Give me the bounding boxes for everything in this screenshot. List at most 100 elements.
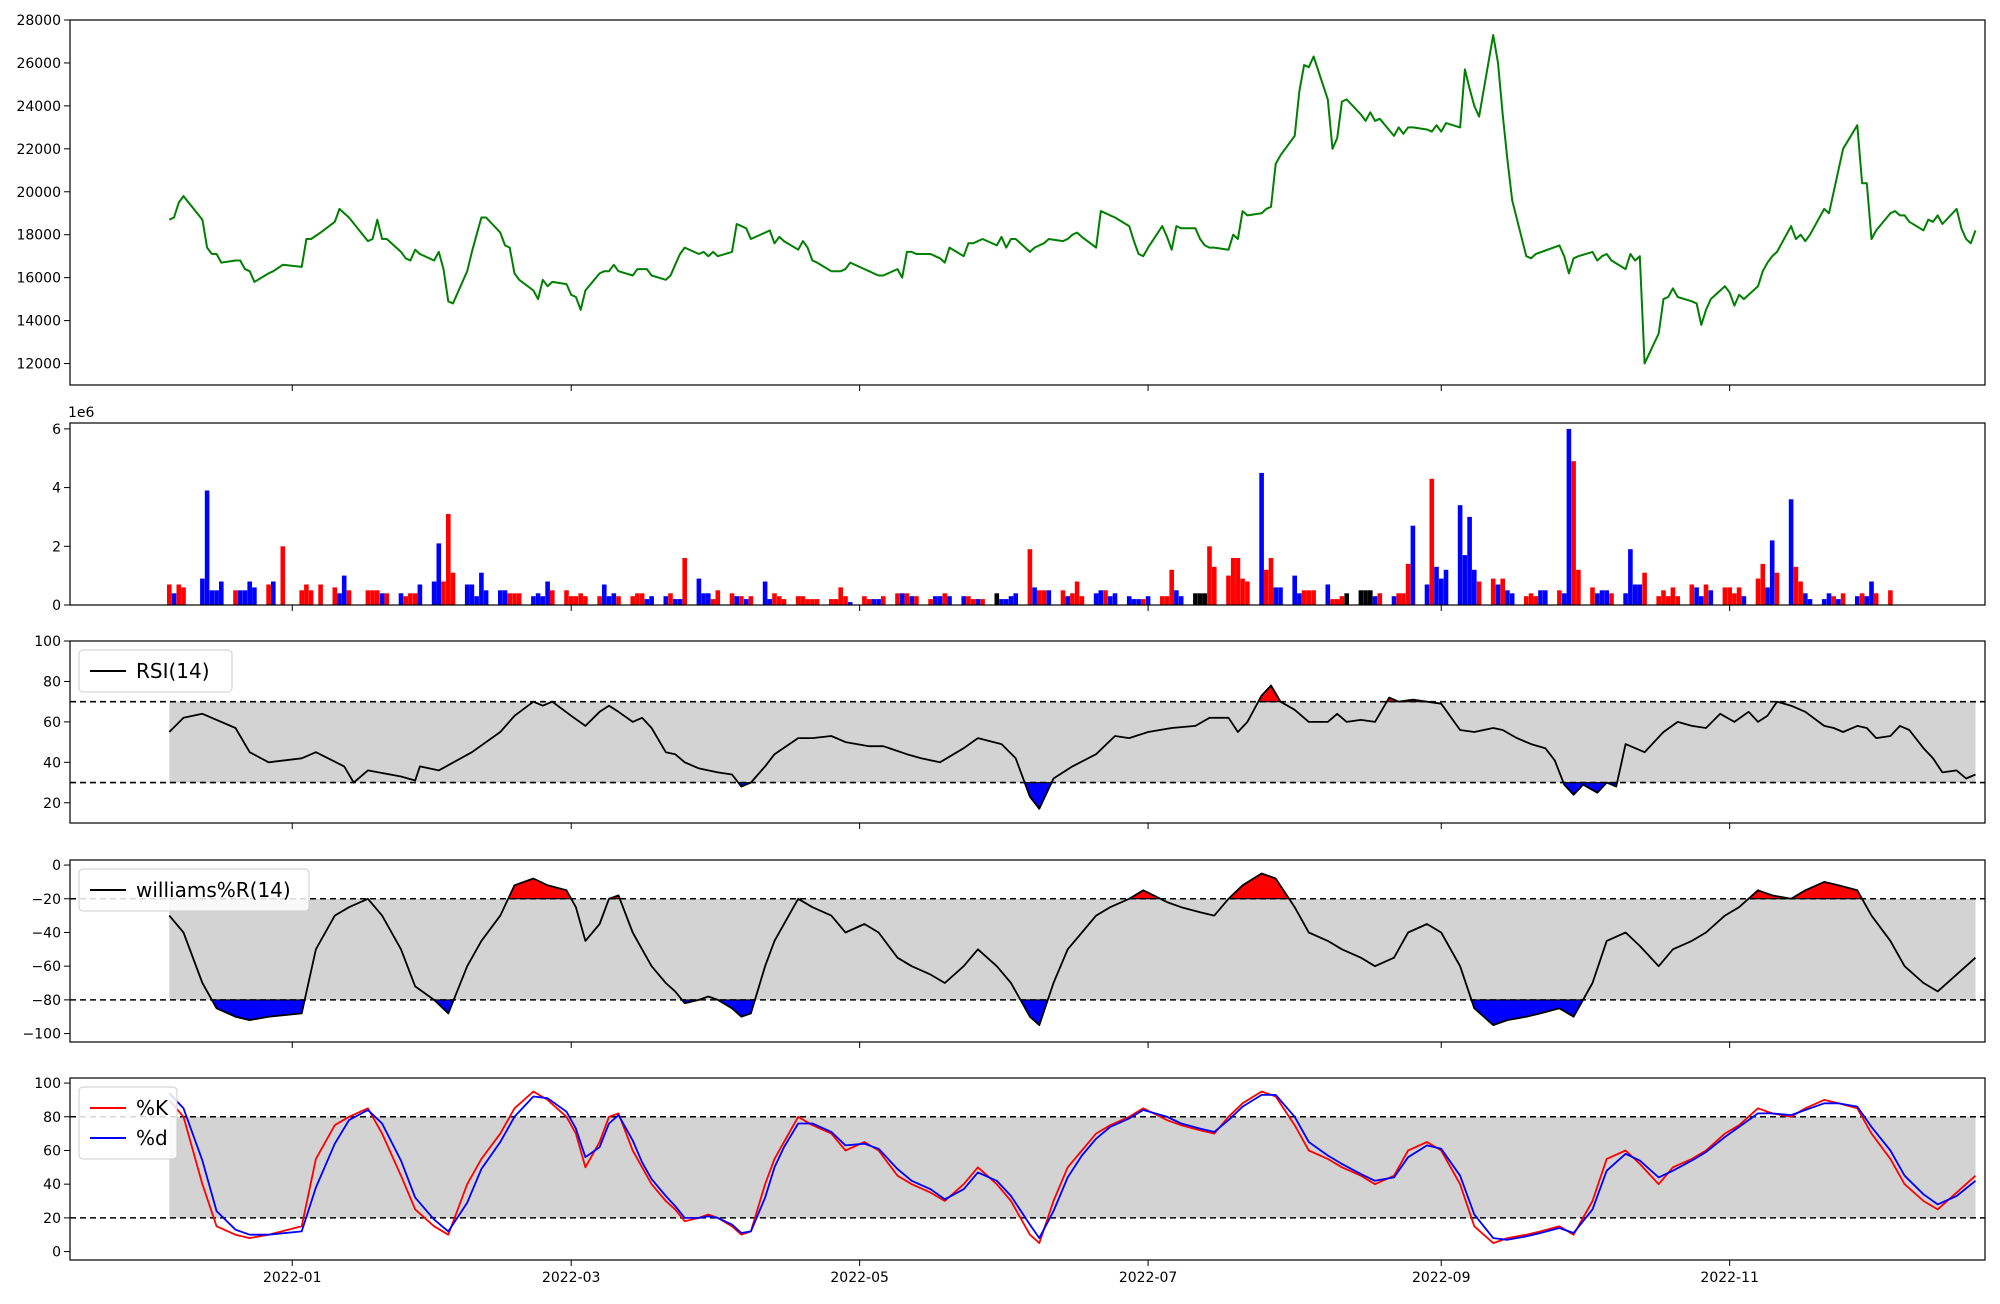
volume-bar [1169,569,1174,605]
volume-bar [644,599,650,605]
volume-bar [535,593,541,605]
volume-bar [564,590,569,605]
volume-bar [1301,590,1307,605]
volume-bar [498,590,503,605]
volume-bar [176,584,182,605]
volume-bar [1566,428,1572,605]
volume-bar [398,593,404,605]
volume-bar [795,596,801,605]
volume-bar [1207,546,1212,605]
volume-bar [507,593,512,605]
volume-bar [937,596,943,605]
williams-oversold-fill [211,999,306,1021]
volume-bar [1694,587,1699,605]
volume-bar [1330,599,1335,605]
volume-bar [1245,581,1250,605]
volume-bar [748,596,754,605]
volume-bar [502,590,508,605]
volume-bar [1410,525,1416,605]
volume-bar [1344,593,1349,605]
volume-bar [1377,593,1383,605]
volume-bar [1339,596,1345,605]
volume-bar [266,584,271,605]
volume-bar [1467,516,1472,605]
volume-bar [838,587,843,605]
williams-ytick-label: −100 [23,1027,61,1043]
volume-bar [663,596,669,605]
volume-bar [1145,596,1151,605]
volume-bar [1557,590,1562,605]
volume-bar [729,593,735,605]
volume-ytick-label: 4 [52,481,61,497]
volume-bar [450,572,456,605]
volume-bar [1358,590,1364,605]
stochastic-ytick-label: 40 [43,1177,61,1193]
volume-bar [1438,578,1444,605]
volume-bar [1476,581,1482,605]
volume-bar [1098,590,1104,605]
volume-bar [1334,599,1340,605]
volume-bar [1136,599,1141,605]
volume-bar [531,596,536,605]
volume-bar [1174,590,1179,605]
volume-bar [412,593,418,605]
volume-bar [1193,593,1198,605]
volume-bar [999,599,1004,605]
volume-bar [464,584,470,605]
volume-bar [446,514,451,605]
price-series-line [168,34,1977,365]
volume-bar [1628,549,1633,605]
volume-bar [672,599,678,605]
volume-bar [1864,596,1870,605]
volume-bar [876,599,881,605]
volume-bar [1741,596,1747,605]
volume-bar [1259,472,1264,605]
volume-bar [1434,566,1439,605]
volume-bar [573,596,579,605]
volume-bar [1093,593,1099,605]
volume-bar [1840,593,1846,605]
volume-bar [970,599,976,605]
volume-bar [1041,590,1047,605]
volume-bar [1046,590,1052,605]
volume-bar [1202,593,1208,605]
volume-bar [1798,581,1803,605]
volume-bar [384,593,390,605]
stochastic-series-line-0 [168,1090,1977,1244]
volume-bar [1703,584,1709,605]
volume-bar [975,599,981,605]
x-tick-label: 2022-11 [1700,1270,1759,1286]
x-tick-label: 2022-05 [830,1270,889,1286]
stochastic-neutral-band [169,1116,1976,1218]
volume-bar [1230,558,1236,605]
volume-bar [233,590,238,605]
volume-bar [805,599,810,605]
volume-bar [346,590,352,605]
volume-bar [1599,590,1605,605]
volume-bar [1755,578,1761,605]
volume-bar [814,599,820,605]
volume-bar [928,599,933,605]
volume-bar [1273,587,1278,605]
volume-bar [767,599,773,605]
volume-bar [550,590,555,605]
williams-frame [69,859,1986,1043]
volume-bar [441,581,446,605]
volume-bar [1543,590,1548,605]
volume-bar [1803,593,1808,605]
volume-bar [483,590,489,605]
price-ytick-label: 12000 [16,357,61,373]
volume-ytick-label: 6 [52,422,61,438]
volume-bar [1429,478,1435,605]
volume-bar [436,543,442,605]
volume-bar [214,590,219,605]
volume-frame [69,422,1986,606]
stochastic-legend-label: %K [136,1096,169,1120]
volume-bar [375,590,380,605]
volume-bar [1855,596,1860,605]
volume-bar [1037,590,1042,605]
price-ytick-label: 16000 [16,271,61,287]
volume-bar [308,590,314,605]
volume-bar [710,599,716,605]
volume-bar [1869,581,1874,605]
